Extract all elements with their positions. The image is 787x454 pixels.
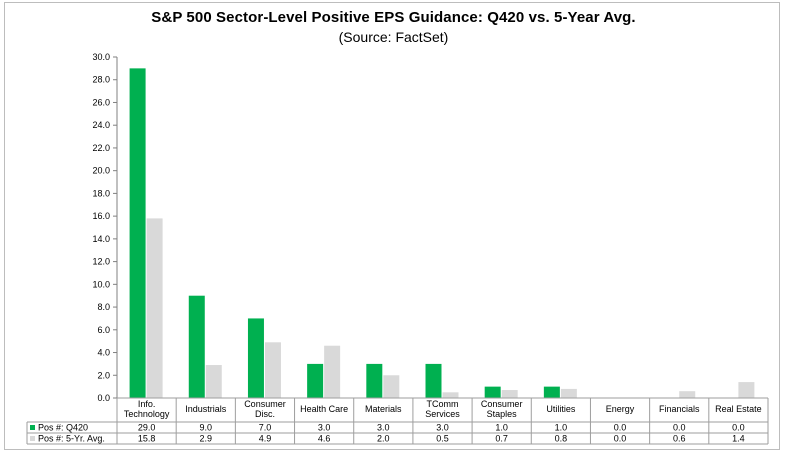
chart-subtitle: (Source: FactSet) (338, 29, 449, 45)
y-tick-label: 0.0 (97, 393, 110, 403)
y-tick-label: 24.0 (92, 120, 110, 130)
legend-key-q420 (30, 425, 35, 430)
data-label: 0.0 (673, 423, 686, 433)
y-tick-label: 4.0 (97, 348, 110, 358)
category-label: Energy (606, 404, 635, 414)
data-label: 29.0 (138, 423, 156, 433)
data-label: 0.8 (555, 434, 568, 444)
data-label: 2.0 (377, 434, 390, 444)
bar-5yr-avg (679, 391, 696, 398)
category-label: Consumer (481, 399, 523, 409)
data-label: 3.0 (318, 423, 331, 433)
category-label: Info. (138, 399, 156, 409)
data-label: 4.6 (318, 434, 331, 444)
category-label: Staples (487, 409, 518, 419)
category-label: Services (425, 409, 460, 419)
bar-q420 (247, 318, 264, 398)
data-label: 0.5 (436, 434, 449, 444)
bar-q420 (188, 295, 205, 398)
bar-5yr-avg (324, 345, 341, 398)
bar-5yr-avg (442, 392, 459, 398)
data-label: 9.0 (200, 423, 213, 433)
category-label: TComm (427, 399, 459, 409)
data-label: 4.9 (259, 434, 272, 444)
category-label: Materials (365, 404, 402, 414)
bar-q420 (543, 386, 560, 398)
data-label: 0.6 (673, 434, 686, 444)
data-label: 0.0 (614, 423, 627, 433)
category-label: Utilities (546, 404, 576, 414)
bar-5yr-avg (501, 390, 518, 398)
bar-q420 (366, 363, 383, 398)
data-label: 1.0 (555, 423, 568, 433)
data-label: 3.0 (377, 423, 390, 433)
legend-key-5yr-avg (30, 436, 35, 441)
data-label: 7.0 (259, 423, 272, 433)
y-tick-label: 14.0 (92, 234, 110, 244)
data-label: 0.0 (614, 434, 627, 444)
data-label: 0.0 (732, 423, 745, 433)
bar-q420 (425, 363, 442, 398)
data-label: 0.7 (495, 434, 508, 444)
bar-5yr-avg (146, 218, 163, 398)
y-tick-label: 16.0 (92, 211, 110, 221)
bar-5yr-avg (383, 375, 400, 398)
bar-q420 (307, 363, 324, 398)
y-tick-label: 26.0 (92, 97, 110, 107)
y-tick-label: 6.0 (97, 325, 110, 335)
bar-q420 (484, 386, 501, 398)
data-label: 2.9 (200, 434, 213, 444)
y-tick-label: 30.0 (92, 52, 110, 62)
category-label: Real Estate (715, 404, 762, 414)
chart-title: S&P 500 Sector-Level Positive EPS Guidan… (151, 9, 636, 26)
category-label: Financials (659, 404, 700, 414)
bar-5yr-avg (205, 365, 222, 398)
y-tick-label: 8.0 (97, 302, 110, 312)
y-tick-label: 18.0 (92, 188, 110, 198)
y-tick-label: 2.0 (97, 370, 110, 380)
category-label: Technology (124, 409, 170, 419)
category-label: Consumer (244, 399, 286, 409)
data-label: 15.8 (138, 434, 156, 444)
bar-5yr-avg (738, 382, 755, 398)
category-label: Industrials (185, 404, 227, 414)
chart-frame (4, 2, 780, 450)
y-tick-label: 28.0 (92, 75, 110, 85)
bar-5yr-avg (264, 342, 281, 398)
y-tick-label: 22.0 (92, 143, 110, 153)
data-label: 1.0 (495, 423, 508, 433)
y-tick-label: 10.0 (92, 279, 110, 289)
bar-q420 (129, 68, 146, 398)
data-label: 1.4 (732, 434, 745, 444)
y-tick-label: 12.0 (92, 257, 110, 267)
category-label: Health Care (300, 404, 348, 414)
legend-label: Pos #: 5-Yr. Avg. (38, 434, 105, 444)
category-label: Disc. (255, 409, 275, 419)
bar-5yr-avg (560, 388, 577, 398)
legend-label: Pos #: Q420 (38, 423, 88, 433)
data-label: 3.0 (436, 423, 449, 433)
y-tick-label: 20.0 (92, 166, 110, 176)
